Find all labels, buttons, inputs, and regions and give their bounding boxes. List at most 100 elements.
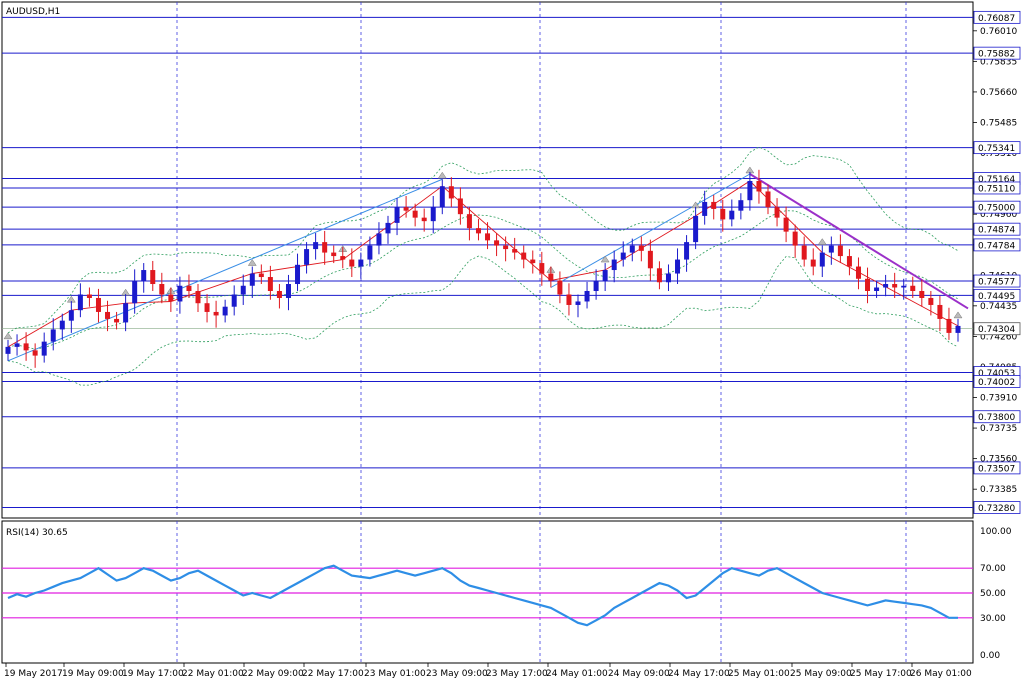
rsi-tick-label: 30.00: [980, 614, 1006, 624]
candle-body: [593, 280, 599, 291]
candle-body: [837, 245, 843, 257]
time-tick-label: 24 May 17:00: [668, 669, 730, 679]
candle-body: [68, 310, 74, 321]
candle-body: [105, 311, 111, 319]
time-tick-label: 19 May 09:00: [62, 669, 124, 679]
candle-body: [168, 294, 174, 302]
candle-body: [385, 222, 391, 234]
candles: [5, 169, 961, 368]
candle-body: [159, 284, 165, 295]
candle-body: [213, 311, 219, 316]
candle-body: [430, 207, 436, 222]
candle-body: [457, 198, 463, 215]
candle-body: [665, 273, 671, 283]
candle-body: [123, 303, 129, 323]
candle-body: [629, 245, 635, 253]
candle-body: [313, 242, 319, 250]
support-trendline: [550, 173, 751, 288]
time-tick-label: 22 May 01:00: [182, 669, 244, 679]
candle-body: [792, 231, 798, 246]
level-label: 0.76087: [978, 14, 1015, 24]
time-tick-label: 25 May 17:00: [850, 669, 912, 679]
level-label-box: [973, 141, 1021, 155]
rsi-label: RSI(14) 30.65: [6, 528, 68, 538]
candle-body: [946, 318, 952, 333]
candle-body: [955, 325, 961, 333]
price-tick-label: 0.73910: [980, 394, 1017, 404]
candle-body: [222, 306, 228, 316]
level-label-box: [973, 288, 1021, 302]
candle-body: [566, 294, 572, 305]
candle-body: [656, 268, 662, 283]
candle-body: [539, 263, 545, 274]
candle-body: [14, 343, 20, 347]
level-label: 0.73507: [978, 464, 1015, 474]
candle-body: [819, 252, 825, 267]
candle-body: [702, 201, 708, 216]
fractal-arrow: [437, 171, 447, 179]
candle-body: [602, 270, 608, 281]
candle-body: [150, 270, 156, 285]
time-tick-label: 24 May 09:00: [608, 669, 670, 679]
candle-body: [141, 270, 147, 281]
candle-body: [756, 180, 762, 192]
candle-body: [765, 191, 771, 208]
fractal-arrow: [600, 255, 610, 263]
price-tick-label: 0.73385: [980, 485, 1017, 495]
time-tick-label: 23 May 09:00: [426, 669, 488, 679]
time-tick-label: 25 May 09:00: [790, 669, 852, 679]
time-tick-label: 24 May 01:00: [546, 669, 608, 679]
level-label-box: [973, 181, 1021, 195]
candle-body: [937, 304, 943, 319]
candle-body: [919, 290, 925, 298]
candle-body: [530, 259, 536, 264]
level-label: 0.73800: [978, 413, 1015, 423]
candle-body: [258, 273, 264, 278]
candle-body: [475, 228, 481, 234]
bollinger-bands: [7, 146, 959, 386]
candle-body: [503, 245, 509, 250]
candle-body: [95, 297, 101, 312]
price-tick-label: 0.73560: [980, 455, 1017, 465]
candle-body: [485, 233, 491, 241]
candle-body: [114, 318, 120, 323]
price-pane: [1, 1, 974, 519]
candle-body: [557, 280, 563, 295]
time-tick-label: 22 May 09:00: [242, 669, 304, 679]
price-tick-label: 0.76010: [980, 27, 1017, 37]
candle-body: [358, 259, 364, 267]
candle-body: [512, 249, 518, 253]
level-label: 0.74784: [978, 241, 1015, 251]
level-label: 0.75164: [978, 175, 1015, 185]
candle-body: [855, 266, 861, 279]
candle-body: [810, 259, 816, 267]
current-price-label: 0.74304: [978, 325, 1015, 335]
candle-body: [412, 210, 418, 218]
level-label-box: [973, 461, 1021, 475]
candle-body: [675, 259, 681, 274]
price-tick-label: 0.75660: [980, 88, 1017, 98]
price-tick-label: 0.74435: [980, 302, 1017, 312]
candle-body: [331, 252, 337, 257]
level-label: 0.75000: [978, 204, 1015, 214]
rsi-tick-label: 70.00: [980, 564, 1006, 574]
candle-body: [901, 285, 907, 288]
candle-body: [711, 201, 717, 209]
candle-body: [738, 200, 744, 211]
rsi-tick-label: 0.00: [980, 651, 1000, 661]
candle-body: [494, 240, 500, 246]
level-label: 0.74002: [978, 378, 1015, 388]
time-tick-label: 19 May 2017: [4, 669, 63, 679]
candle-body: [521, 252, 527, 260]
level-label-box: [973, 10, 1021, 24]
candle-body: [276, 290, 282, 298]
level-label-box: [973, 238, 1021, 252]
level-label: 0.75882: [978, 50, 1015, 60]
candle-body: [367, 245, 373, 260]
candle-body: [584, 290, 590, 302]
time-tick-label: 23 May 17:00: [486, 669, 548, 679]
time-tick-label: 25 May 01:00: [728, 669, 790, 679]
candle-body: [638, 245, 644, 251]
